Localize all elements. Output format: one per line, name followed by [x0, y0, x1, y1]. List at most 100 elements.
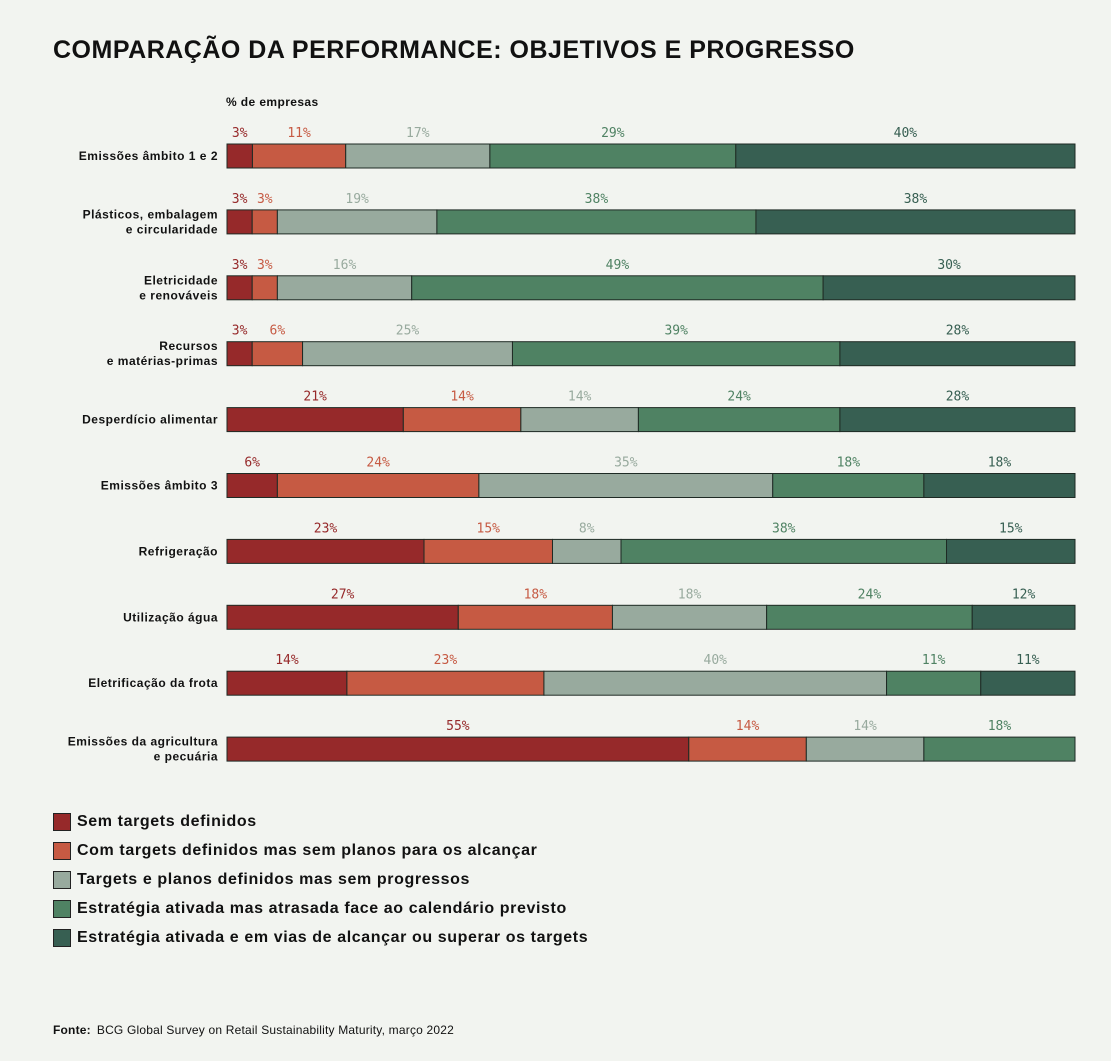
legend-label: Targets e planos definidos mas sem progr…	[77, 870, 471, 888]
legend-item: Sem targets definidos	[53, 802, 588, 841]
bar-segment	[226, 473, 278, 498]
bar-segment	[923, 736, 1076, 762]
bar-segment	[766, 604, 973, 630]
legend-swatch	[53, 870, 71, 889]
data-label: 3%	[257, 192, 273, 207]
category-label: Desperdício alimentar	[82, 413, 218, 427]
data-label: 17%	[406, 126, 430, 141]
data-label: 3%	[232, 324, 248, 339]
bar-segment	[637, 407, 841, 433]
category-label: Recursos	[159, 339, 218, 353]
data-label: 11%	[287, 126, 311, 141]
data-label: 38%	[772, 521, 796, 536]
bar-segment	[520, 407, 639, 433]
data-label: 8%	[579, 521, 595, 536]
legend-item: Estratégia ativada e em vias de alcançar…	[53, 918, 588, 957]
data-label: 18%	[524, 587, 548, 602]
data-label: 14%	[275, 653, 299, 668]
legend: Sem targets definidos Com targets definid…	[53, 812, 588, 957]
data-label: 49%	[606, 258, 630, 273]
bar-segment	[226, 670, 348, 696]
legend-label: Com targets definidos mas sem planos par…	[77, 841, 538, 859]
category-label: Plásticos, embalagem	[83, 207, 218, 221]
data-label: 3%	[232, 192, 248, 207]
legend-label: Estratégia ativada e em vias de alcançar…	[77, 928, 589, 946]
source-note: Fonte: BCG Global Survey on Retail Sustai…	[53, 1023, 454, 1037]
category-label: Emissões âmbito 1 e 2	[79, 149, 218, 163]
data-label: 55%	[446, 719, 470, 734]
bar-segment	[551, 538, 622, 564]
legend-swatch	[53, 812, 71, 831]
bar-segment	[886, 670, 982, 696]
data-label: 14%	[450, 390, 474, 405]
data-label: 38%	[904, 192, 928, 207]
bar-segment	[226, 209, 253, 235]
bar-segment	[755, 209, 1076, 235]
legend-item: Estratégia ativada mas atrasada face ao …	[53, 889, 588, 928]
bar-segment	[543, 670, 888, 696]
bar-segment	[611, 604, 768, 630]
category-label: e pecuária	[154, 750, 218, 764]
data-label: 15%	[999, 521, 1023, 536]
data-label: 27%	[331, 587, 355, 602]
data-label: 16%	[333, 258, 357, 273]
data-label: 19%	[345, 192, 369, 207]
data-label: 24%	[727, 390, 751, 405]
bar-segment	[688, 736, 807, 762]
stacked-bar-chart: Emissões âmbito 1 e 2 3% 11% 17% 29% 40% Plást…	[68, 126, 1076, 764]
category-label: e matérias-primas	[107, 354, 218, 368]
bar-segment	[345, 143, 491, 169]
category-label: Refrigeração	[139, 544, 218, 558]
data-label: 18%	[988, 456, 1012, 471]
bar-segment	[276, 209, 438, 235]
bar-segment	[226, 736, 690, 762]
data-label: 14%	[736, 719, 760, 734]
data-label: 40%	[894, 126, 918, 141]
data-label: 24%	[366, 456, 390, 471]
bar-segment	[772, 473, 925, 498]
data-label: 28%	[946, 324, 970, 339]
bar-segment	[251, 143, 347, 169]
category-label: Utilização água	[123, 610, 218, 624]
data-label: 3%	[257, 258, 273, 273]
data-label: 39%	[664, 324, 688, 339]
bar-segment	[839, 341, 1076, 367]
bar-segment	[423, 538, 553, 564]
source-text: BCG Global Survey on Retail Sustainabili…	[96, 1023, 455, 1037]
legend-item: Com targets definidos mas sem planos par…	[53, 831, 588, 870]
data-label: 23%	[434, 653, 458, 668]
data-label: 3%	[232, 126, 248, 141]
data-label: 11%	[1016, 653, 1040, 668]
data-label: 14%	[853, 719, 877, 734]
bar-segment	[276, 473, 480, 498]
bar-segment	[402, 407, 522, 433]
bar-segment	[226, 538, 425, 564]
bar-segment	[946, 538, 1076, 564]
bar-segment	[805, 736, 925, 762]
legend-swatch	[53, 841, 71, 860]
source-label: Fonte:	[53, 1023, 91, 1037]
bar-segment	[478, 473, 774, 498]
data-label: 18%	[988, 719, 1012, 734]
bar-segment	[971, 604, 1076, 630]
data-label: 35%	[614, 456, 638, 471]
chart-title: COMPARAÇÃO DA PERFORMANCE: OBJETIVOS E P…	[53, 36, 855, 64]
data-label: 40%	[704, 653, 728, 668]
category-label: e circularidade	[126, 222, 218, 236]
bar-segment	[839, 407, 1076, 433]
data-label: 21%	[303, 390, 327, 405]
bar-segment	[489, 143, 737, 169]
legend-label: Sem targets definidos	[77, 812, 257, 830]
data-label: 23%	[314, 521, 338, 536]
bar-segment	[226, 275, 253, 301]
data-label: 30%	[937, 258, 961, 273]
bar-segment	[923, 473, 1076, 498]
bar-segment	[511, 341, 841, 367]
bar-segment	[302, 341, 513, 367]
data-label: 15%	[477, 521, 501, 536]
data-label: 14%	[568, 390, 592, 405]
data-label: 3%	[232, 258, 248, 273]
bar-segment	[276, 275, 413, 301]
bar-segment	[251, 209, 278, 235]
legend-item: Targets e planos definidos mas sem progr…	[53, 860, 588, 899]
